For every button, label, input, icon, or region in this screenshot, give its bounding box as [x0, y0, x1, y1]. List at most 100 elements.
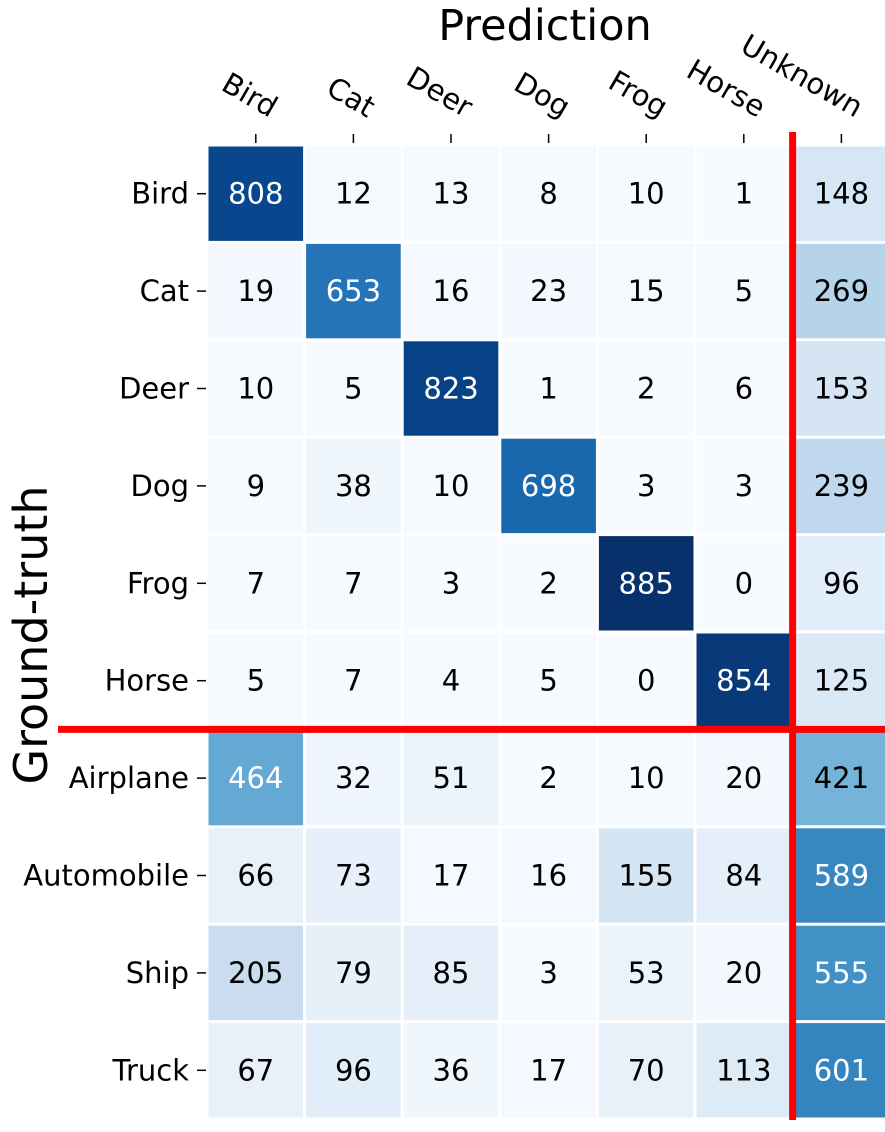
heatmap-cell: [306, 633, 401, 728]
heatmap-cell: [794, 730, 885, 826]
cell-value-label: 1: [735, 177, 753, 211]
cell-value-label: 36: [433, 1053, 470, 1087]
heatmap-cell: [794, 925, 885, 1021]
heatmap-cell: [696, 730, 792, 826]
cell-value-label: 153: [814, 372, 869, 406]
cell-value-label: 3: [637, 469, 655, 503]
heatmap-cell: [598, 828, 694, 923]
heatmap-cell: [208, 633, 304, 728]
cell-value-label: 2: [539, 566, 557, 600]
cell-value-label: 269: [814, 274, 869, 308]
x-tick-label: Bird: [216, 66, 283, 124]
cell-value-label: 421: [814, 761, 869, 795]
heatmap-cell: [696, 633, 792, 728]
separator-lines: [58, 132, 885, 1120]
heatmap-cell: [501, 925, 596, 1021]
heatmap-cell: [501, 730, 596, 826]
heatmap-cell: [598, 341, 694, 436]
cell-value-label: 155: [619, 859, 674, 893]
heatmap-cell: [208, 146, 304, 241]
heatmap-cell: [306, 341, 401, 436]
heatmap-cell: [208, 243, 304, 339]
cell-value-label: 20: [725, 761, 762, 795]
heatmap-cell: [501, 341, 596, 436]
heatmap-cell: [696, 243, 792, 339]
cell-value-label: 7: [344, 566, 362, 600]
heatmap-cell: [501, 828, 596, 923]
cell-value-label: 3: [442, 566, 460, 600]
cell-value-label: 823: [423, 372, 478, 406]
heatmap-cell: [696, 925, 792, 1021]
heatmap-cell: [306, 828, 401, 923]
y-tick-label: Cat: [140, 274, 189, 308]
y-tick-label: Horse: [105, 664, 189, 698]
heatmap-cell: [208, 1023, 304, 1118]
cell-value-label: 4: [442, 664, 460, 698]
cell-value-label: 3: [539, 956, 557, 990]
heatmap-cell: [306, 536, 401, 631]
cell-value-label: 464: [228, 761, 283, 795]
y-tick-labels: Bird Cat Deer Dog Frog Horse Airplane Automobil…: [23, 177, 206, 1087]
heatmap-cell: [403, 243, 499, 339]
heatmap-cell: [501, 536, 596, 631]
cell-value-label: 885: [619, 566, 674, 600]
heatmap-cell: [306, 925, 401, 1021]
cell-value-label: 589: [814, 859, 869, 893]
cell-value-label: 96: [823, 566, 860, 600]
heatmap-cell: [306, 438, 401, 534]
x-tick-label: Cat: [321, 70, 381, 124]
heatmap-cell: [501, 243, 596, 339]
heatmap-cell: [598, 438, 694, 534]
heatmap-cell: [598, 1023, 694, 1118]
heatmap-cell: [501, 633, 596, 728]
cell-value-label: 51: [433, 761, 470, 795]
cell-value-label: 67: [237, 1053, 274, 1087]
cell-value-label: 8: [539, 177, 557, 211]
heatmap-cell: [208, 828, 304, 923]
heatmap-cell: [598, 633, 694, 728]
cell-value-label: 5: [247, 664, 265, 698]
cell-value-label: 555: [814, 956, 869, 990]
cell-value-label: 73: [335, 859, 372, 893]
cell-value-label: 0: [637, 664, 655, 698]
heatmap-cell: [403, 730, 499, 826]
cell-value-label: 20: [725, 956, 762, 990]
cell-value-label: 96: [335, 1053, 372, 1087]
cell-value-label: 0: [735, 566, 753, 600]
heatmap-cell: [403, 828, 499, 923]
cell-value-label: 79: [335, 956, 372, 990]
heatmap-cell: [696, 536, 792, 631]
heatmap-cell: [501, 146, 596, 241]
y-tick-label: Deer: [119, 372, 189, 406]
heatmap-cell: [306, 146, 401, 241]
cell-value-label: 12: [335, 177, 372, 211]
heatmap-cell: [403, 925, 499, 1021]
heatmap-cell: [403, 633, 499, 728]
x-tick-label: Frog: [603, 64, 674, 124]
heatmap-cell: [794, 243, 885, 339]
cell-value-label: 148: [814, 177, 869, 211]
heatmap-cell: [403, 341, 499, 436]
cell-value-label: 17: [530, 1053, 567, 1087]
heatmap-cell: [696, 828, 792, 923]
heatmap-cell: [794, 633, 885, 728]
heatmap-cell: [794, 1023, 885, 1118]
cell-value-label: 6: [735, 372, 753, 406]
heatmap-cell: [598, 243, 694, 339]
cell-value-label: 10: [237, 372, 274, 406]
heatmap-cell: [208, 925, 304, 1021]
heatmap-cell: [403, 1023, 499, 1118]
x-tick-label: Dog: [508, 65, 576, 124]
cell-value-label: 5: [735, 274, 753, 308]
heatmap-cell: [696, 341, 792, 436]
heatmap-cell: [598, 730, 694, 826]
cell-value-label: 7: [344, 664, 362, 698]
x-tick-label: Deer: [401, 60, 479, 124]
heatmap-cell: [208, 536, 304, 631]
heatmap-cell: [696, 146, 792, 241]
y-axis-label: Ground-truth: [4, 485, 58, 784]
cell-value-label: 5: [344, 372, 362, 406]
cell-value-label: 38: [335, 469, 372, 503]
cell-value-label: 16: [433, 274, 470, 308]
